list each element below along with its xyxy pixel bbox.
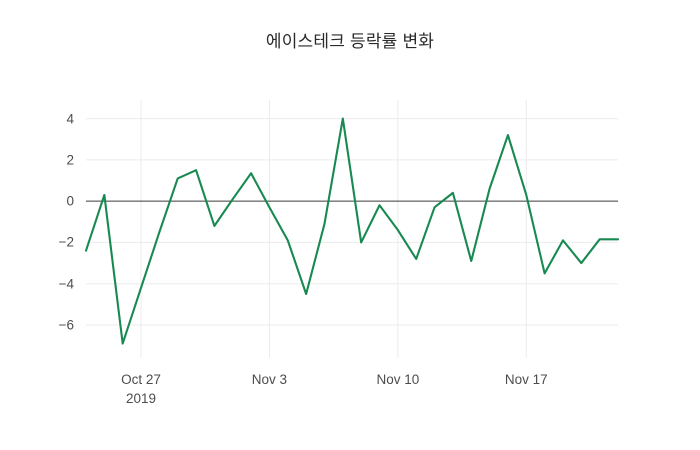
y-axis-tick-label: −2 <box>58 234 74 250</box>
y-axis-tick-label: 0 <box>66 193 74 209</box>
x-axis-tick-label: Nov 17 <box>504 372 548 387</box>
x-axis-tick-label: Nov 10 <box>376 372 420 387</box>
vertical-gridlines <box>140 100 527 358</box>
chart-title: 에이스테크 등락률 변화 <box>265 32 435 51</box>
y-axis-tick-label: −4 <box>58 276 74 292</box>
horizontal-gridlines <box>86 118 618 326</box>
x-axis-tick-label: Oct 27 <box>121 372 161 387</box>
y-axis-tick-label: −6 <box>58 317 74 333</box>
x-axis-tick-sublabel: 2019 <box>126 391 157 406</box>
x-axis-tick-label: Nov 3 <box>251 372 288 387</box>
y-axis-tick-label: 2 <box>66 152 74 168</box>
y-axis-tick-label: 4 <box>66 111 74 127</box>
data-series-line <box>84 117 620 345</box>
